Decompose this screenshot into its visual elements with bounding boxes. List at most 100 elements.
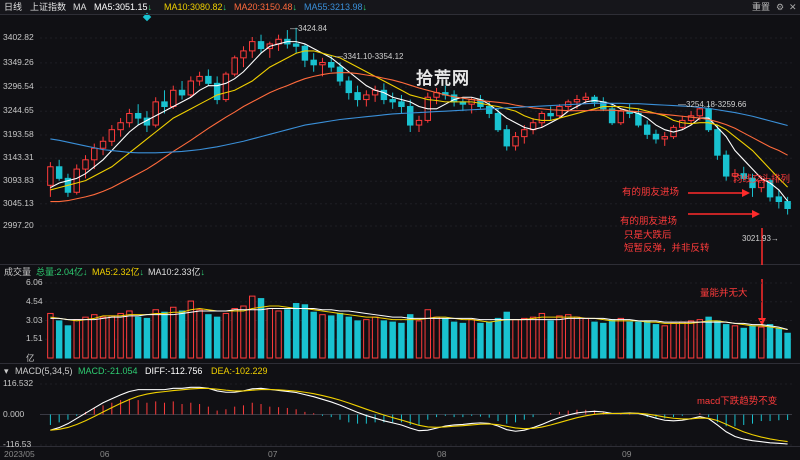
candle-body: [407, 106, 414, 126]
candle-body: [55, 166, 63, 179]
candle-body: [47, 166, 54, 186]
arrow-head-friends-1: [742, 189, 750, 197]
candle-body: [91, 147, 98, 161]
volume-bar: [178, 310, 186, 359]
price-tick-label: 3143.31: [3, 152, 34, 163]
volume-bar: [600, 322, 607, 359]
volume-bar: [459, 322, 467, 359]
candle-body: [591, 96, 598, 103]
volume-bar: [687, 320, 695, 359]
candle-body: [82, 159, 89, 170]
price-tick-label: 2997.20: [3, 220, 34, 230]
volume-bar: [450, 321, 458, 359]
annotation-volume: 量能并无大: [700, 288, 748, 299]
candle-body: [99, 140, 107, 149]
volume-bar: [538, 312, 546, 359]
volume-bar: [354, 320, 361, 359]
annotation-friends-2: 有的朋友进场: [620, 216, 678, 227]
candle-body: [205, 75, 212, 84]
ma-line-ma20: [50, 72, 788, 203]
volume-bar: [82, 316, 89, 359]
candle-body: [494, 112, 502, 131]
volume-bar: [679, 321, 686, 359]
candle-body: [249, 41, 256, 52]
volume-bar: [512, 319, 519, 359]
candle-body: [687, 115, 695, 121]
candle-body: [784, 201, 791, 209]
macd-tick-label: -116.53: [3, 439, 32, 449]
volume-bar: [389, 321, 396, 359]
volume-bar: [591, 321, 598, 359]
volume-bar: [328, 315, 335, 359]
candle-body: [775, 196, 783, 203]
volume-bar: [433, 316, 440, 359]
volume-bar: [196, 309, 203, 359]
volume-bar: [231, 307, 238, 359]
price-tick-label: 3244.65: [3, 105, 34, 116]
price-tick-label: 3193.58: [3, 128, 34, 139]
volume-bar: [134, 316, 142, 359]
candle-body: [310, 59, 317, 66]
candle-body: [231, 57, 238, 75]
candle-body: [398, 101, 405, 108]
volume-bar: [635, 321, 642, 359]
close-icon[interactable]: ✕: [789, 2, 797, 12]
volume-label: 成交量: [4, 267, 32, 277]
candle-body: [178, 89, 186, 96]
annotation-rebound-2: 短暂反弹，并非反转: [624, 243, 710, 254]
macd-dropdown-icon[interactable]: ▾: [4, 366, 9, 376]
annotation-friends-1: 有的朋友进场: [622, 187, 680, 198]
candle-body: [292, 43, 300, 47]
volume-bar: [275, 310, 282, 359]
candle-body: [108, 129, 116, 142]
volume-bar: [749, 325, 756, 359]
volume-bar: [380, 320, 388, 359]
reset-button[interactable]: 重置: [752, 2, 771, 12]
macd-tick-label: 116.532: [3, 378, 34, 388]
volume-bar: [222, 312, 230, 359]
volume-bar: [521, 317, 528, 359]
candle-body: [758, 180, 765, 189]
candle-body: [485, 106, 493, 114]
watermark: 拾荒网: [416, 69, 470, 88]
volume-bar: [398, 322, 405, 359]
annotation-rebound-1: 只是大跌后: [624, 230, 672, 241]
volume-bar: [345, 316, 353, 359]
diff-value: DIFF:-112.756: [145, 366, 203, 376]
candle-body: [521, 129, 528, 138]
period-selector[interactable]: 日线: [4, 2, 23, 12]
ma-label[interactable]: MA: [73, 2, 87, 12]
volume-bar: [292, 303, 300, 359]
price-tick-label: 3093.83: [3, 175, 34, 186]
macd-header: ▾ MACD(5,34,5) MACD:-21.054 DIFF:-112.75…: [0, 364, 800, 378]
annotation-ma-cross: 均线交头排列: [733, 174, 791, 185]
volume-bar: [170, 306, 177, 359]
macd-label[interactable]: MACD(5,34,5): [15, 366, 73, 376]
candle-body: [196, 75, 203, 82]
volume-tick-label: 6.06: [26, 277, 43, 287]
settings-icon[interactable]: ⚙: [776, 2, 785, 12]
candle-body: [126, 112, 133, 124]
candle-body: [213, 82, 221, 101]
volume-bar: [582, 317, 589, 359]
volume-bar: [696, 319, 704, 359]
volume-bar: [99, 316, 107, 359]
volume-ma10: MA10:2.33亿↓: [148, 267, 206, 277]
candle-body: [73, 168, 80, 193]
candle-body: [301, 45, 309, 61]
volume-bar: [494, 317, 502, 359]
range-label-1: —3341.10-3354.12: [335, 52, 404, 61]
candle-body: [415, 119, 423, 126]
ma-line-ma10: [50, 50, 789, 191]
candle-body: [503, 129, 510, 147]
candle-body: [749, 177, 756, 189]
volume-bar: [407, 314, 414, 359]
volume-bar: [161, 311, 168, 359]
volume-bar: [643, 320, 651, 359]
candle-body: [608, 108, 616, 124]
macd-dea-line: [50, 387, 788, 443]
ma10-value: MA10:3080.82↓: [164, 2, 228, 12]
candle-body: [635, 112, 642, 126]
ma55-value: MA55:3213.98↓: [304, 2, 368, 12]
